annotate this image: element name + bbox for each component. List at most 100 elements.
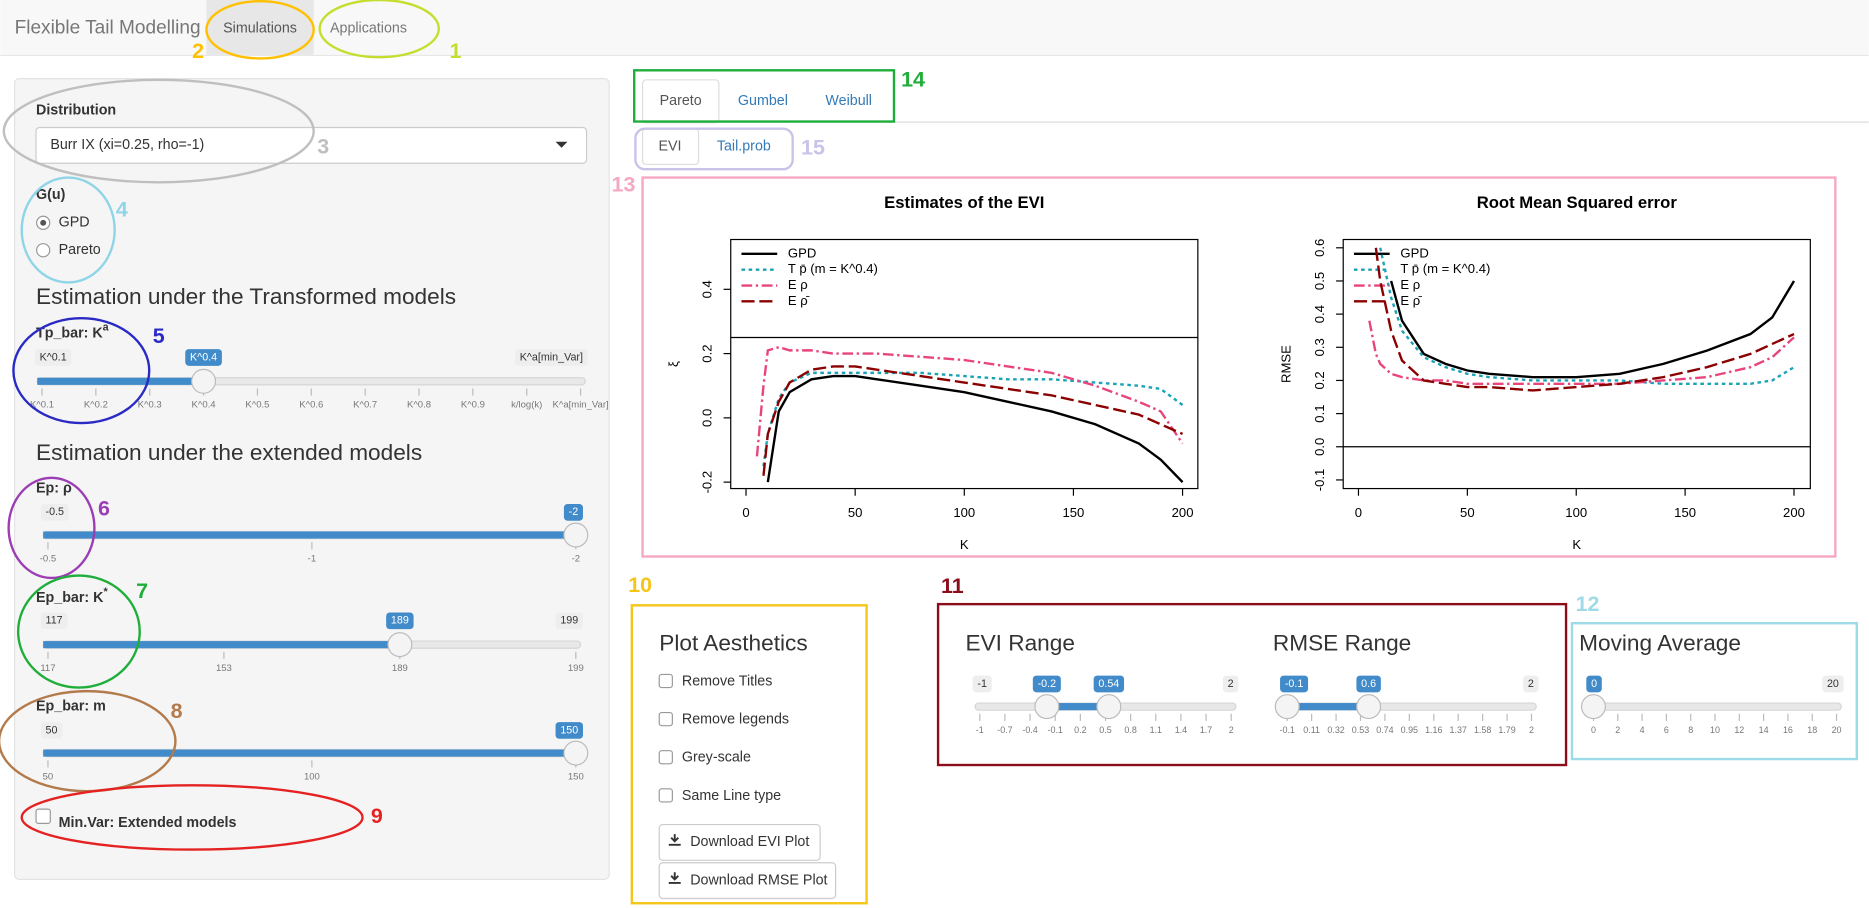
slider-tick-label: 2	[1529, 725, 1534, 735]
series-line	[1374, 247, 1795, 392]
x-tick-label: 50	[1460, 505, 1475, 520]
slider-value-label: 189	[391, 615, 409, 627]
checkbox[interactable]	[658, 673, 673, 689]
slider-tick-label: 0.11	[1303, 725, 1320, 735]
slider-label-box	[1222, 675, 1239, 693]
slider-tick-label: -1	[976, 725, 984, 735]
checkbox[interactable]	[35, 808, 51, 824]
slider-label-box	[563, 504, 583, 521]
slider-handle[interactable]	[191, 368, 217, 394]
slider-handle[interactable]	[1356, 694, 1382, 720]
x-tick-label: 100	[1565, 505, 1587, 520]
checkbox[interactable]	[658, 788, 673, 803]
select-value[interactable]: Burr IX (xi=0.25, rho=-1)	[50, 137, 204, 153]
slider-value-label: K^0.4	[190, 351, 217, 363]
slider-label-box	[555, 612, 583, 630]
annotation-number: 2	[192, 39, 204, 63]
slider-label-box	[1356, 675, 1381, 693]
annotation-number: 1	[450, 39, 462, 63]
legend-label: E ρ̄	[1400, 293, 1422, 308]
annotation-ellipse	[205, 0, 315, 60]
slider-handle[interactable]	[1580, 694, 1606, 720]
radio-dot[interactable]	[40, 219, 47, 226]
slider-handle[interactable]	[1274, 694, 1300, 720]
slider-label-box	[1093, 675, 1125, 693]
slider-handle[interactable]	[563, 522, 589, 548]
series-line	[762, 365, 1184, 476]
tab[interactable]: Pareto	[660, 93, 702, 109]
checkbox-label[interactable]: Min.Var: Extended models	[59, 815, 237, 831]
y-axis-label: ξ	[666, 361, 681, 367]
radio[interactable]	[36, 243, 51, 258]
x-tick-label: 200	[1783, 505, 1805, 520]
y-tick-label: 0.5	[1312, 272, 1327, 290]
x-tick-label: 150	[1674, 505, 1696, 520]
slider-tick-label: 0.2	[1074, 725, 1086, 735]
nav-tab[interactable]: Simulations	[223, 20, 297, 36]
tab[interactable]: Tail.prob	[717, 138, 771, 154]
slider-tick-label: -0.7	[997, 725, 1012, 735]
checkbox-label[interactable]: Grey-scale	[682, 750, 751, 766]
slider-tick-label: 100	[304, 771, 320, 782]
nav-tab[interactable]: Applications	[330, 20, 407, 36]
slider-tick-label: 0.8	[1124, 725, 1136, 735]
slider-tick-label: K^0.2	[84, 400, 108, 411]
slider-tick-label: k/log(k)	[511, 400, 542, 411]
slider-handle[interactable]	[1096, 694, 1122, 720]
slider-tick-label: 12	[1734, 725, 1744, 735]
checkbox-label[interactable]: Same Line type	[682, 788, 781, 804]
annotation-number: 8	[171, 699, 183, 723]
checkbox[interactable]	[658, 750, 673, 765]
checkbox-label[interactable]: Remove legends	[682, 712, 789, 728]
slider-tick-label: -0.5	[40, 553, 56, 564]
button-label[interactable]: Download EVI Plot	[690, 834, 809, 850]
button[interactable]	[658, 823, 821, 861]
legend-label: E ρ	[1400, 277, 1420, 292]
tab[interactable]: Weibull	[825, 93, 872, 109]
slider-label-text: Ep: ρ	[36, 480, 72, 496]
tab[interactable]: EVI	[658, 138, 681, 154]
slider-tick-label: 8	[1688, 725, 1693, 735]
slider-label-sup: a	[103, 322, 110, 334]
slider-handle[interactable]	[1034, 694, 1060, 720]
annotation-ellipse	[2, 78, 315, 184]
slider-fill	[43, 641, 400, 649]
panel-heading: Plot Aesthetics	[659, 631, 807, 656]
button-label[interactable]: Download RMSE Plot	[690, 872, 827, 888]
annotation-number: 6	[98, 497, 110, 521]
slider-value-label: 0.6	[1361, 678, 1376, 690]
slider-title: RMSE Range	[1273, 631, 1411, 656]
series-line	[755, 345, 1184, 457]
y-tick-label: 0.2	[1312, 371, 1327, 389]
legend-label: T p̄ (m = K^0.4)	[788, 261, 878, 276]
slider-tick-label: 153	[216, 663, 232, 674]
slider-tick-label: K^0.1	[30, 400, 54, 411]
radio-option[interactable]: GPD	[59, 215, 90, 231]
slider-label: Ep_bar: K*	[36, 586, 108, 606]
radio-option[interactable]: Pareto	[59, 242, 101, 258]
slider-handle[interactable]	[387, 632, 413, 658]
annotation-ellipse	[20, 784, 364, 851]
slider-tick-label: 10	[1710, 725, 1720, 735]
slider-tick-label: 0.32	[1327, 725, 1344, 735]
checkbox-label[interactable]: Remove Titles	[682, 673, 772, 689]
x-axis-label: K	[1572, 537, 1581, 552]
slider-title: Moving Average	[1579, 631, 1741, 656]
tab[interactable]: Gumbel	[738, 93, 788, 109]
slider-fill	[43, 531, 576, 539]
button[interactable]	[658, 862, 837, 900]
slider-label: Ep: ρ	[36, 480, 72, 496]
checkbox[interactable]	[658, 711, 673, 727]
slider-handle[interactable]	[563, 740, 589, 766]
slider-label-box	[1586, 675, 1602, 693]
select-box[interactable]	[35, 126, 588, 164]
slider-tick-label: K^0.5	[245, 400, 269, 411]
slider-tick-label: K^0.8	[407, 400, 431, 411]
sidebar-panel	[13, 78, 610, 880]
slider-fill	[43, 749, 576, 757]
y-tick-label: 0.3	[1312, 338, 1327, 356]
slider-value-label: -0.1	[1285, 678, 1304, 690]
y-tick-label: 0.6	[1312, 239, 1327, 257]
legend-label: E ρ̄	[788, 293, 810, 308]
